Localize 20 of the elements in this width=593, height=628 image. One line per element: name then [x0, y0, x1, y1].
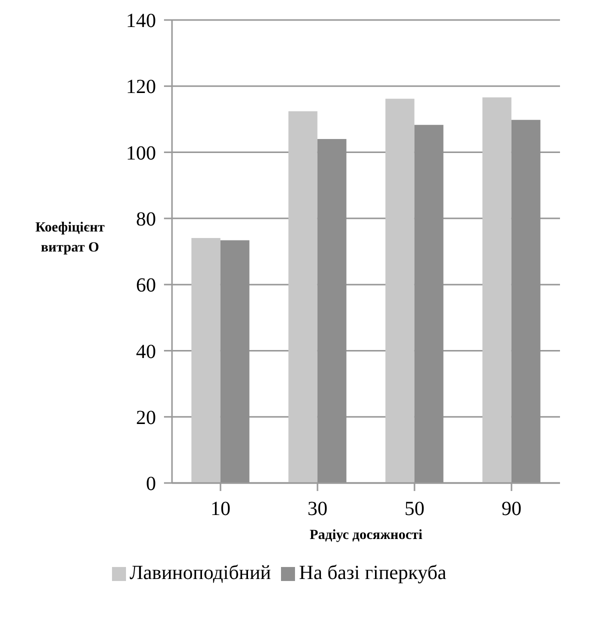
y-tick-label: 140: [126, 10, 156, 32]
x-tick-label: 10: [210, 498, 230, 520]
x-axis-title: Радіус досяжності: [310, 528, 423, 543]
y-tick-label: 80: [136, 208, 156, 231]
x-tick-label: 50: [404, 498, 424, 520]
bar: [191, 238, 220, 483]
x-tick-label: 90: [502, 498, 522, 520]
y-tick-label: 60: [136, 274, 156, 297]
bar: [482, 97, 512, 483]
legend-label: На базі гіперкуба: [299, 562, 446, 584]
y-tick-label: 20: [136, 406, 156, 429]
y-tick-label: 120: [126, 76, 156, 98]
bar: [385, 98, 414, 483]
y-axis-title: Коефіцієнт витрат O: [35, 220, 105, 256]
bar: [288, 111, 318, 483]
y-tick-label: 0: [146, 473, 156, 496]
legend-label: Лавиноподібний: [130, 562, 272, 584]
y-tick-label: 40: [136, 340, 156, 363]
y-tick-label: 100: [126, 142, 156, 164]
x-tick-label: 30: [308, 498, 328, 520]
